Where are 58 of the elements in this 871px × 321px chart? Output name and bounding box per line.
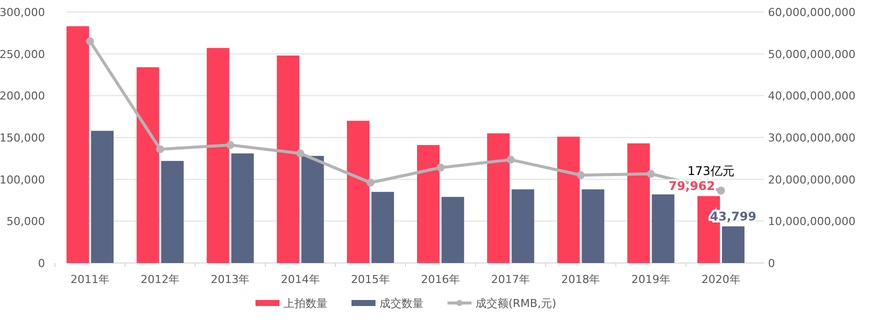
x-tick-label: 2011年 — [70, 273, 110, 286]
point — [296, 149, 304, 158]
bar — [371, 192, 394, 263]
bar — [206, 48, 230, 263]
point — [226, 141, 234, 150]
x-tick-label: 2017年 — [491, 273, 530, 286]
bar — [231, 153, 254, 263]
y-tick-label: 50,000 — [6, 215, 45, 228]
bar — [487, 133, 510, 263]
bar — [91, 130, 114, 263]
y2-tick-label: 60,000,000,000 — [768, 6, 856, 19]
bar — [627, 143, 650, 263]
bar — [136, 67, 160, 263]
bar — [276, 56, 300, 263]
bar — [582, 189, 604, 263]
y2-tick-label: 40,000,000,000 — [768, 90, 856, 103]
bar — [652, 194, 674, 263]
annotation: 173亿元 — [687, 164, 734, 178]
x-tick-label: 2015年 — [350, 273, 390, 286]
bar — [346, 120, 370, 263]
y2-tick-label: 30,000,000,000 — [768, 132, 856, 144]
point — [156, 145, 164, 154]
bar — [722, 226, 744, 263]
point — [506, 156, 515, 164]
x-tick-label: 2013年 — [210, 273, 250, 286]
x-tick-label: 2016年 — [421, 273, 460, 286]
point — [436, 164, 445, 172]
y-tick-label: 200,000 — [0, 90, 45, 103]
y2-tick-label: 0 — [768, 257, 775, 270]
bar — [512, 189, 534, 263]
point — [576, 171, 585, 180]
y2-tick-label: 50,000,000,000 — [768, 48, 856, 61]
bar — [442, 196, 464, 263]
bar — [417, 145, 440, 263]
bar — [557, 136, 580, 263]
legend-label: 成交数量 — [380, 297, 424, 310]
point — [366, 178, 374, 187]
y-tick-label: 250,000 — [0, 48, 45, 61]
x-tick-label: 2018年 — [561, 273, 600, 286]
bar — [66, 26, 90, 263]
y-tick-label: 0 — [38, 257, 45, 270]
data-label: 79,962 — [668, 179, 715, 194]
bar — [161, 160, 184, 263]
point — [716, 186, 725, 195]
y2-tick-label: 20,000,000,000 — [768, 173, 856, 186]
bar — [301, 156, 324, 263]
legend-label: 上拍数量 — [284, 297, 328, 310]
x-tick-label: 2019年 — [631, 273, 670, 286]
x-tick-label: 2020年 — [701, 273, 740, 286]
y-tick-label: 100,000 — [0, 173, 45, 186]
point — [86, 37, 94, 46]
x-tick-label: 2012年 — [140, 273, 180, 286]
y2-tick-label: 10,000,000,000 — [768, 215, 856, 228]
point — [646, 170, 655, 178]
y-tick-label: 150,000 — [0, 132, 45, 144]
legend-label: 成交额(RMB,元) — [476, 297, 556, 310]
y-tick-label: 300,000 — [0, 6, 45, 19]
x-tick-label: 2014年 — [280, 273, 320, 286]
